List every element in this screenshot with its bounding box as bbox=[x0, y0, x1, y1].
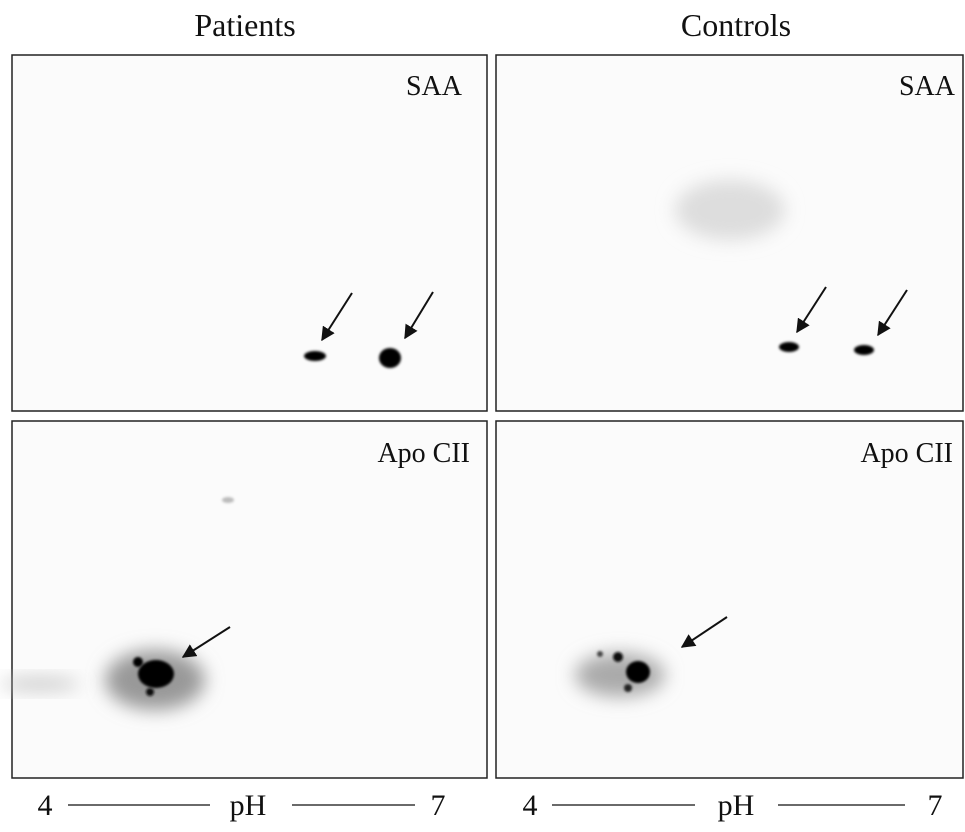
panel-label: SAA bbox=[899, 71, 956, 102]
ph-low: 4 bbox=[523, 789, 538, 822]
ph-label: pH bbox=[230, 789, 267, 822]
ph-axis: 4 pH 7 bbox=[523, 789, 943, 822]
column-title: Patients bbox=[194, 7, 295, 43]
ph-axis: 4 pH 7 bbox=[38, 789, 446, 822]
ph-high: 7 bbox=[431, 789, 446, 822]
ph-low: 4 bbox=[38, 789, 53, 822]
gel-panel: Apo CII bbox=[0, 420, 488, 779]
panel-label: SAA bbox=[406, 71, 463, 102]
gel-panel: Apo CII bbox=[495, 420, 964, 779]
panel-label: Apo CII bbox=[860, 438, 953, 469]
ph-label: pH bbox=[718, 789, 755, 822]
gel-panel: SAA bbox=[11, 54, 488, 412]
column-title: Controls bbox=[681, 7, 791, 43]
ph-high: 7 bbox=[928, 789, 943, 822]
gel-panel: SAA bbox=[495, 54, 964, 412]
panel-label: Apo CII bbox=[377, 438, 470, 469]
